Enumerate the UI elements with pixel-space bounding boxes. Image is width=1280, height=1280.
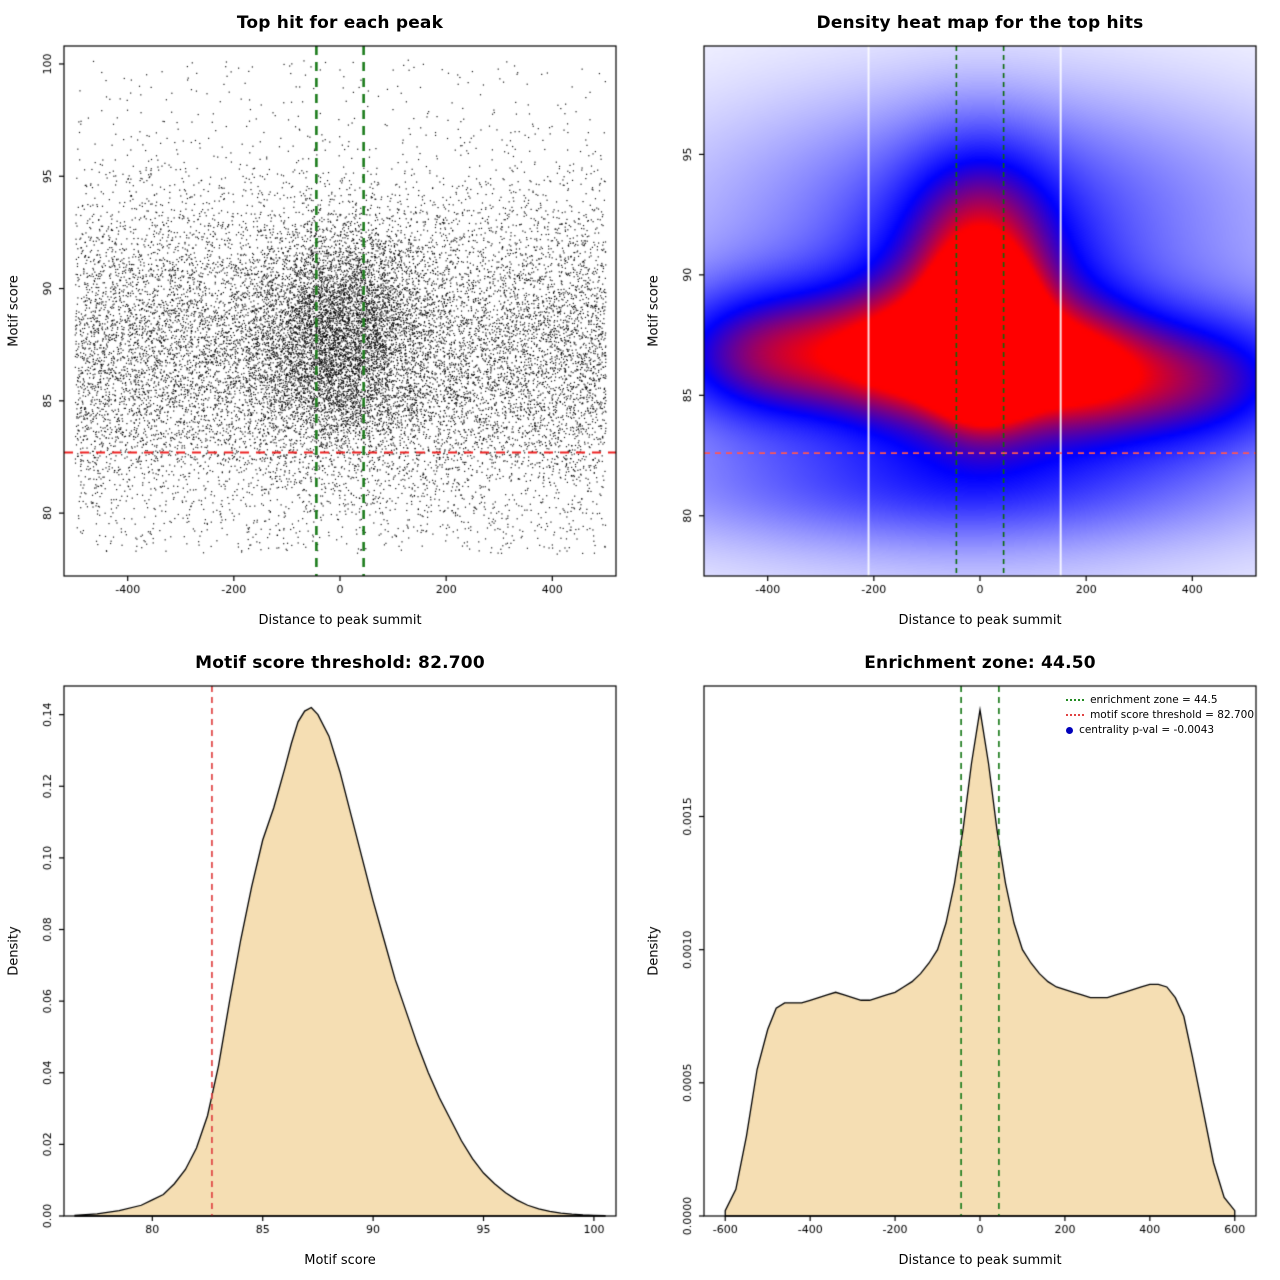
legend-item-centrality-pval: centrality p-val = -0.0043	[1066, 724, 1254, 736]
x-axis-label: Distance to peak summit	[898, 613, 1062, 628]
x-axis-label: Distance to peak summit	[258, 613, 422, 628]
y-axis-label: Density	[6, 926, 22, 976]
panel-density-heatmap: Density heat map for the top hits Distan…	[640, 0, 1280, 640]
x-axis-label: Distance to peak summit	[898, 1253, 1062, 1268]
legend-label-centrality-pval: centrality p-val = -0.0043	[1079, 724, 1215, 736]
panel-distance-density: Enrichment zone: 44.50 Distance to peak …	[640, 640, 1280, 1280]
legend-item-enrichment-zone: enrichment zone = 44.5	[1066, 694, 1254, 706]
chart-title: Enrichment zone: 44.50	[864, 653, 1096, 673]
distance-density-canvas	[640, 640, 1280, 1280]
chart-title: Top hit for each peak	[236, 13, 444, 33]
density-heatmap-canvas	[640, 0, 1280, 640]
y-axis-label: Motif score	[6, 275, 22, 347]
green-dotted-line-icon	[1066, 699, 1085, 701]
blue-point-icon	[1066, 726, 1074, 734]
chart-title: Density heat map for the top hits	[816, 13, 1144, 33]
x-axis-label: Motif score	[304, 1253, 376, 1268]
y-axis-label: Motif score	[646, 275, 662, 347]
legend-label-enrichment-zone: enrichment zone = 44.5	[1090, 694, 1218, 706]
panel-motif-score-density: Motif score threshold: 82.700 Motif scor…	[0, 640, 640, 1280]
legend-label-score-threshold: motif score threshold = 82.700	[1090, 709, 1254, 721]
legend: enrichment zone = 44.5 motif score thres…	[1066, 694, 1254, 736]
legend-item-score-threshold: motif score threshold = 82.700	[1066, 709, 1254, 721]
motif-score-density-canvas	[0, 640, 640, 1280]
panel-top-hit-scatter: Top hit for each peak Distance to peak s…	[0, 0, 640, 640]
y-axis-label: Density	[646, 926, 662, 976]
top-hit-scatter-canvas	[0, 0, 640, 640]
chart-title: Motif score threshold: 82.700	[195, 653, 485, 673]
red-dotted-line-icon	[1066, 714, 1085, 716]
